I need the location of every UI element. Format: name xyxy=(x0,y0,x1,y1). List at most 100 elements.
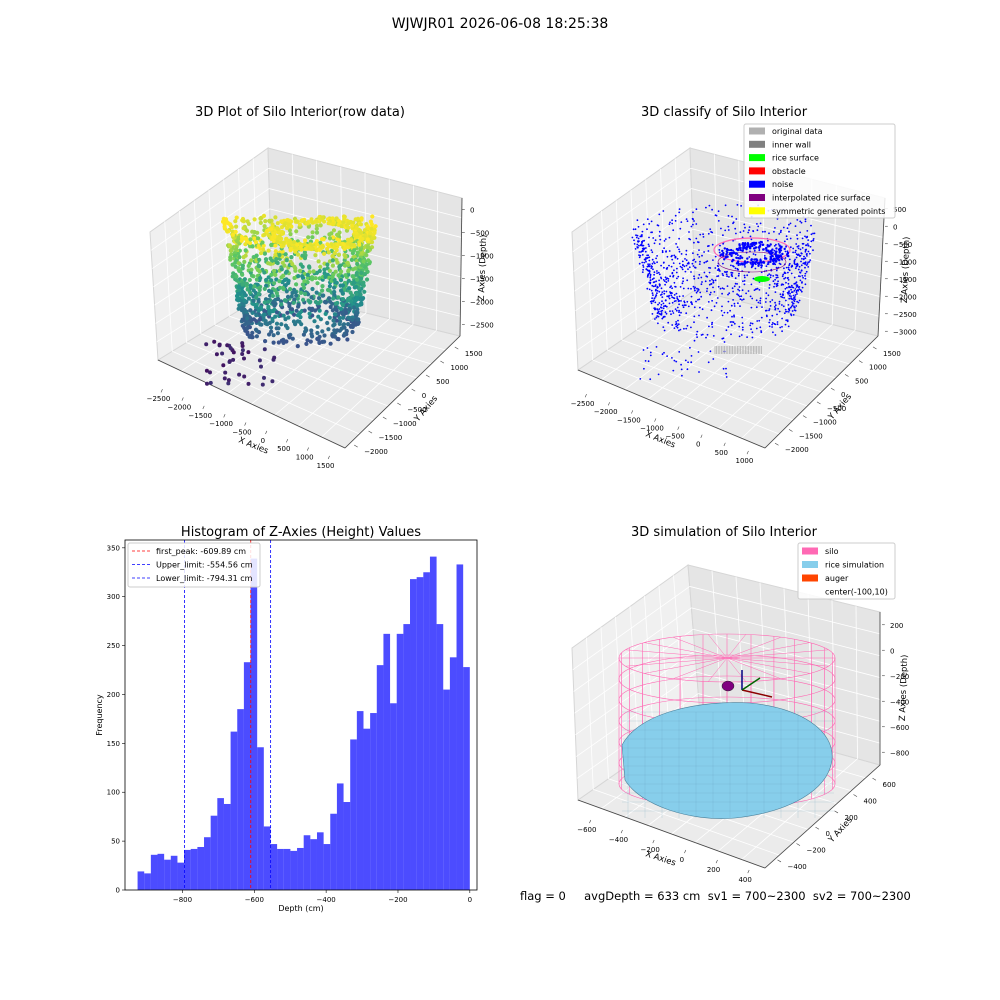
noise-point xyxy=(782,226,785,229)
noise-point xyxy=(685,218,688,221)
scatter-point xyxy=(281,243,286,248)
grid-line xyxy=(575,228,694,312)
grid-line xyxy=(645,179,652,321)
noise-point xyxy=(794,251,797,254)
y-axis-tick-label: −2000 xyxy=(364,448,388,456)
noise-point xyxy=(703,271,706,274)
noise-point xyxy=(787,311,790,313)
noise-point xyxy=(775,269,778,272)
noise-point xyxy=(664,276,667,279)
noise-point xyxy=(740,295,743,298)
noise-point xyxy=(749,261,752,264)
scatter-point xyxy=(322,251,327,256)
scatter-point xyxy=(277,236,282,241)
silo-roof-line xyxy=(625,649,728,659)
noise-point xyxy=(678,211,681,214)
noise-point xyxy=(638,262,641,265)
noise-point xyxy=(666,255,669,258)
scatter-point xyxy=(307,311,312,316)
silo-roof-line xyxy=(726,634,746,659)
scatter-point xyxy=(330,263,335,268)
y-axis-tick xyxy=(858,360,863,363)
axes-3d-box xyxy=(149,147,463,449)
scatter-point xyxy=(320,288,325,293)
noise-point xyxy=(713,305,716,308)
noise-point xyxy=(759,302,762,304)
noise-point xyxy=(772,260,775,263)
histogram-bar xyxy=(350,739,357,890)
noise-point xyxy=(751,336,754,339)
noise-point xyxy=(709,291,712,294)
noise-point xyxy=(652,261,655,263)
noise-point xyxy=(758,241,761,244)
noise-point xyxy=(678,351,681,353)
x-axis-line xyxy=(577,369,766,449)
histogram-bar xyxy=(383,633,391,890)
noise-point xyxy=(753,249,756,252)
scatter-point xyxy=(310,235,315,240)
scatter-point xyxy=(280,285,285,290)
x-tick-label: 0 xyxy=(468,896,472,904)
histogram-bar xyxy=(363,728,371,890)
noise-point xyxy=(698,273,701,276)
noise-point xyxy=(796,237,799,240)
histogram-bar xyxy=(204,837,211,890)
scatter-point xyxy=(283,317,288,322)
noise-point xyxy=(739,231,742,234)
noise-point xyxy=(649,300,652,303)
noise-point xyxy=(683,301,686,304)
noise-point xyxy=(768,308,771,310)
z-axis-tick-label: −1000 xyxy=(470,253,494,261)
legend-label: Lower_limit: -794.31 cm xyxy=(156,574,253,583)
noise-point xyxy=(725,367,727,370)
noise-point xyxy=(785,246,787,248)
grid-line xyxy=(321,329,437,438)
noise-point xyxy=(646,218,649,221)
noise-point xyxy=(660,303,663,306)
noise-point xyxy=(747,231,750,234)
noise-point xyxy=(685,327,688,330)
noise-point xyxy=(730,264,732,267)
scatter-point xyxy=(270,293,275,298)
noise-point xyxy=(648,256,651,259)
scatter-point xyxy=(263,219,268,224)
noise-point xyxy=(634,248,637,250)
noise-point xyxy=(693,275,695,278)
noise-point xyxy=(725,253,728,256)
scatter-point xyxy=(369,226,374,231)
noise-point xyxy=(741,249,744,252)
scatter-point xyxy=(315,301,320,306)
scatter-point xyxy=(343,245,348,250)
noise-point xyxy=(695,291,698,294)
noise-point xyxy=(707,232,710,235)
noise-point xyxy=(679,265,682,268)
y-axis-tick-label: −2000 xyxy=(785,446,809,454)
scatter-point xyxy=(357,242,362,247)
noise-point xyxy=(783,267,785,270)
scatter-point xyxy=(309,328,314,333)
scatter-point xyxy=(300,282,305,287)
scatter-point xyxy=(328,341,333,346)
noise-point xyxy=(669,275,672,278)
scatter-point xyxy=(277,285,282,290)
noise-point xyxy=(641,230,644,233)
noise-point xyxy=(718,268,720,271)
noise-point xyxy=(722,274,724,277)
scatter-point xyxy=(240,263,245,268)
noise-point xyxy=(635,234,637,237)
legend-label: symmetric generated points xyxy=(772,207,885,216)
grid-line xyxy=(152,188,270,269)
noise-point xyxy=(722,242,724,245)
noise-point xyxy=(644,250,647,253)
scatter-point xyxy=(346,278,351,283)
legend-swatch xyxy=(802,547,818,555)
noise-point xyxy=(707,250,710,252)
scatter-point xyxy=(312,319,317,324)
noise-point xyxy=(651,284,654,287)
noise-point xyxy=(705,206,707,209)
scatter-point xyxy=(330,308,335,313)
scatter-point xyxy=(333,312,338,317)
noise-point xyxy=(795,284,798,286)
noise-point xyxy=(675,309,678,312)
